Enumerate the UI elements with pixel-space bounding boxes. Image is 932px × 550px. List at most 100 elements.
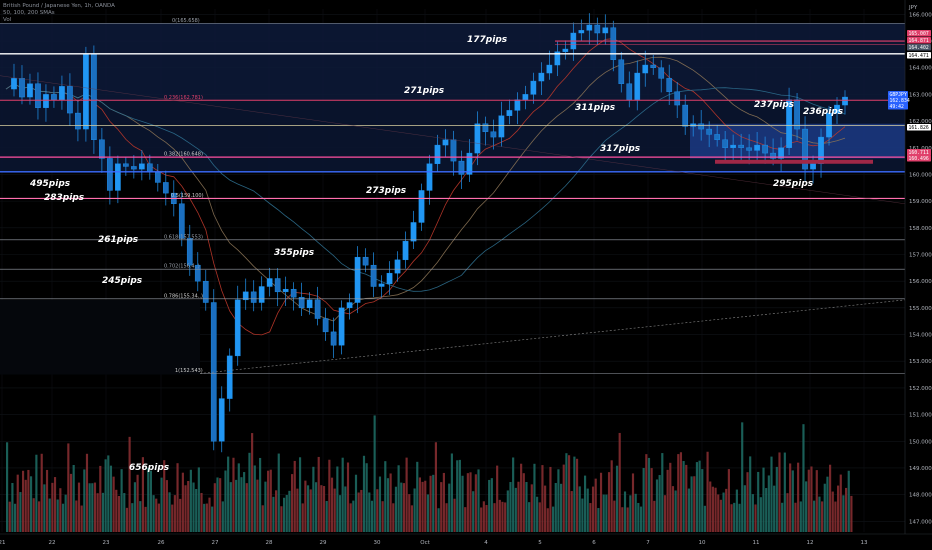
volume-bar: [171, 504, 174, 532]
volume-bar: [168, 492, 171, 532]
volume-bar: [139, 501, 142, 532]
volume-bar: [115, 489, 118, 532]
volume-bar: [842, 495, 845, 532]
price-tag-label[interactable]: 49:42: [890, 104, 905, 110]
volume-bar: [72, 464, 75, 532]
symbol-title[interactable]: British Pound / Japanese Yen, 1h, OANDA: [3, 3, 115, 9]
candle-body: [786, 99, 792, 148]
volume-bar: [469, 472, 472, 532]
volume-bar: [818, 496, 821, 532]
volume-bar: [264, 481, 267, 532]
price-tag-bg[interactable]: [907, 44, 931, 51]
trendline-dashed[interactable]: [199, 299, 906, 374]
price-tick-label: 157.000: [909, 252, 932, 258]
volume-bar: [525, 482, 528, 532]
price-tag-label[interactable]: 164.871: [909, 38, 929, 44]
time-tick-label: 23: [103, 540, 110, 546]
candle-body: [178, 203, 185, 239]
volume-bar: [546, 508, 549, 532]
volume-bar: [173, 495, 176, 532]
price-tag-bg[interactable]: [888, 97, 908, 104]
volume-bar: [647, 457, 651, 532]
volume-bar: [301, 503, 304, 532]
price-tag-bg[interactable]: [907, 149, 931, 156]
volume-bar: [456, 460, 459, 532]
candle-body: [370, 264, 377, 287]
volume-bar: [200, 492, 203, 532]
volume-bar: [549, 466, 552, 532]
volume-bar: [245, 483, 248, 532]
volume-bar: [277, 453, 280, 532]
volume-bar: [309, 489, 312, 532]
volume-bar: [208, 497, 211, 532]
price-tag-label[interactable]: 162.834: [890, 98, 910, 104]
price-tag-bg[interactable]: [907, 52, 931, 59]
volume-bar: [791, 470, 794, 532]
volume-bar: [695, 462, 699, 532]
volume-bar: [123, 493, 126, 532]
price-tag-label[interactable]: 161.826: [909, 125, 929, 131]
volume-bar: [807, 469, 810, 532]
time-tick-label: 30: [374, 540, 381, 546]
long-trendline[interactable]: [0, 75, 906, 205]
volume-bar: [461, 475, 464, 532]
pip-label: 283pips: [44, 193, 85, 203]
price-tag-bg[interactable]: [907, 155, 931, 162]
price-tag-bg[interactable]: [888, 103, 908, 110]
price-tag-label[interactable]: 160.711: [909, 150, 929, 156]
volume-legend[interactable]: Vol: [3, 17, 12, 23]
candle-body: [482, 123, 489, 132]
volume-bar: [67, 443, 70, 532]
candle-body: [107, 158, 113, 191]
volume-bar: [418, 477, 422, 532]
price-tag-bg[interactable]: [907, 30, 931, 37]
candle-body: [139, 163, 145, 170]
pip-label: 236pips: [803, 107, 844, 117]
candle-body: [162, 182, 169, 194]
volume-bar: [805, 481, 808, 532]
volume-bar: [783, 452, 786, 532]
volume-bar: [701, 469, 704, 532]
price-tag-bg[interactable]: [888, 91, 908, 98]
volume-bar: [429, 475, 432, 532]
price-tag-label[interactable]: 164.402: [909, 45, 929, 51]
volume-bar: [269, 469, 272, 532]
price-tag-bg[interactable]: [907, 37, 931, 44]
volume-bar: [437, 508, 440, 532]
volume-bar: [344, 486, 347, 532]
volume-bar: [424, 480, 427, 532]
price-tag-label[interactable]: 160.496: [909, 156, 929, 162]
time-tick-label: 7: [646, 540, 650, 546]
price-tag-label[interactable]: GBPJPY: [890, 92, 907, 98]
volume-bar: [51, 482, 54, 532]
volume-bar: [573, 456, 576, 532]
candle-body: [314, 299, 321, 319]
candle-body: [770, 152, 776, 159]
price-tag-label[interactable]: 164.471: [909, 53, 929, 59]
volume-bar: [693, 476, 696, 532]
volume-bar: [336, 466, 339, 532]
price-tag-label[interactable]: 165.007: [909, 31, 929, 37]
volume-bar: [144, 506, 147, 532]
pip-label: 317pips: [600, 144, 641, 154]
volume-bar: [290, 474, 294, 532]
volume-bar: [341, 457, 344, 532]
volume-bar: [823, 483, 826, 532]
volume-bar: [837, 485, 840, 532]
volume-bar: [43, 484, 46, 532]
sma-indicator-legend[interactable]: 50, 100, 200 SMAs: [3, 10, 55, 16]
time-tick-label: 27: [212, 540, 219, 546]
volume-bar: [815, 470, 818, 532]
candle-body: [762, 144, 768, 154]
support-red-box[interactable]: [715, 159, 873, 164]
volume-bar: [533, 463, 536, 532]
volume-bar: [794, 502, 797, 532]
volume-bar: [493, 503, 496, 532]
volume-bar: [709, 481, 712, 532]
price-tag-bg[interactable]: [907, 124, 931, 131]
price-tick-label: 162.000: [909, 119, 932, 125]
volume-bar: [655, 479, 659, 532]
volume-bar: [421, 481, 424, 532]
candle-body: [514, 99, 521, 111]
